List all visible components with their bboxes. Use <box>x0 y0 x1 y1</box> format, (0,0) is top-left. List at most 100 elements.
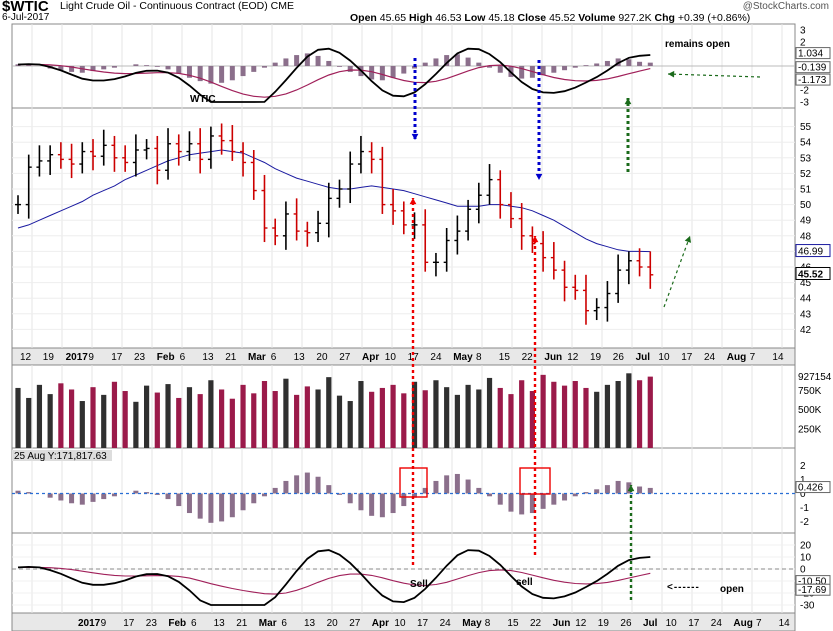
ohlc-bar <box>186 131 193 161</box>
macd-value-label: -0.139 <box>798 63 827 74</box>
macd-histogram-bar <box>15 64 21 66</box>
price-y-tick: 53 <box>800 153 812 164</box>
wtic-annotation: WTIC <box>190 94 216 105</box>
ohlc-bar <box>197 128 204 174</box>
volume-bar <box>101 394 107 448</box>
macd-histogram-bar <box>219 66 225 83</box>
volume-bar <box>529 391 535 448</box>
ohlc-bar <box>315 210 322 243</box>
volume-bar <box>626 373 632 448</box>
hist-bar <box>444 475 450 494</box>
hist-bar <box>261 493 267 497</box>
brand-label: @StockCharts.com <box>742 1 829 12</box>
hist-bar <box>497 493 503 505</box>
x-axis-label: 24 <box>704 352 716 363</box>
hist-bar <box>133 490 139 494</box>
ohlc-bar <box>282 201 289 250</box>
hist-bar <box>476 487 482 494</box>
low-label: Low <box>464 12 486 24</box>
x-axis-label: 20 <box>316 352 328 363</box>
ohlc-bar <box>443 228 450 272</box>
macd-histogram-bar <box>433 58 439 66</box>
x-axis-label: 17 <box>111 352 123 363</box>
ohlc-bar <box>636 248 643 277</box>
volume-value: 927.2K <box>618 12 652 24</box>
x-axis-band-bottom <box>11 612 796 631</box>
volume-bar <box>186 387 193 448</box>
ohlc-bar <box>411 212 418 239</box>
x-axis-label-bottom: 17 <box>417 618 429 629</box>
x-axis-label-bottom: Feb <box>168 618 186 629</box>
x-axis-label: 13 <box>294 352 306 363</box>
ohlc-bar <box>529 226 536 253</box>
volume-bar <box>326 377 332 448</box>
macd-y-tick: 3 <box>800 26 806 37</box>
green-arrow-3-shaft <box>663 235 691 308</box>
price-y-tick: 52 <box>800 169 812 180</box>
open-label: Open <box>350 12 377 24</box>
ohlc-bar <box>507 192 514 228</box>
macd-value-tag <box>795 73 831 86</box>
price-y-tick: 55 <box>800 122 812 133</box>
volume-bar <box>111 381 118 448</box>
volume-bar <box>444 387 450 448</box>
chg-value: +0.39 (+0.86%) <box>677 12 751 24</box>
macd-histogram-bar <box>69 66 75 72</box>
x-axis-label-bottom: 14 <box>779 618 791 629</box>
x-axis-label: Mar <box>248 352 266 363</box>
ma-value-label: 46.99 <box>798 247 823 258</box>
macd-y-tick: -3 <box>800 98 809 109</box>
volume-bar <box>58 383 64 448</box>
last-price-tag <box>795 266 831 280</box>
blue-arrow-1 <box>411 58 419 140</box>
macd-value-tag <box>795 61 831 74</box>
x-axis-label-bottom: 27 <box>349 618 361 629</box>
hist-bar <box>583 492 589 494</box>
x-axis-label: 26 <box>613 352 625 363</box>
blue-arrow-1-head <box>411 133 419 140</box>
macd-histogram-bar <box>90 66 96 72</box>
open-arrow-label: <------ <box>667 582 700 593</box>
x-axis-label: 6 <box>180 352 186 363</box>
macd-histogram-bar <box>594 63 600 66</box>
hist-bar <box>562 493 568 501</box>
volume-bar <box>476 389 482 448</box>
x-axis-label-bottom: 7 <box>756 618 762 629</box>
ma-value-tag <box>795 244 831 258</box>
volume-y-tick: 500K <box>798 405 822 416</box>
ohlc-bar <box>368 142 375 174</box>
volume-bar <box>358 381 364 448</box>
x-axis-label-bottom: 22 <box>530 618 542 629</box>
macd-histogram-bar <box>165 66 171 70</box>
volume-y-tick: 750K <box>798 386 822 397</box>
hist-bar <box>379 493 385 518</box>
ohlc-bar <box>36 145 43 177</box>
x-axis-label-bottom: 13 <box>214 618 226 629</box>
volume-bar <box>251 393 257 448</box>
hist-bar <box>79 493 85 505</box>
macd-y-tick: 2 <box>800 38 806 49</box>
x-axis-label: 17 <box>681 352 693 363</box>
hist-bar <box>176 493 182 507</box>
volume-bar <box>154 392 160 448</box>
ohlc-bar <box>111 135 118 172</box>
x-axis-label: Jul <box>636 352 651 363</box>
ohlc-bar <box>422 209 429 272</box>
macd-histogram-bar <box>176 66 182 74</box>
macd-value-label: 1.034 <box>798 49 823 60</box>
volume-bar <box>561 385 568 448</box>
volume-y-tick: 250K <box>798 424 822 435</box>
macd-histogram-bar <box>379 66 385 81</box>
hist-bar <box>487 493 493 497</box>
x-axis-label-bottom: 9 <box>101 618 107 629</box>
hist-bar <box>337 493 342 495</box>
macd-histogram-bar <box>604 60 610 66</box>
ohlc-bar <box>336 179 343 208</box>
osc-value-tag <box>795 583 831 596</box>
macd-histogram-bar <box>26 65 32 66</box>
hist-bar <box>412 493 418 498</box>
hist-bar <box>454 473 460 494</box>
low-value: 45.18 <box>488 12 515 24</box>
green-arrow-3 <box>663 235 692 308</box>
x-axis-label-bottom: 6 <box>281 618 287 629</box>
